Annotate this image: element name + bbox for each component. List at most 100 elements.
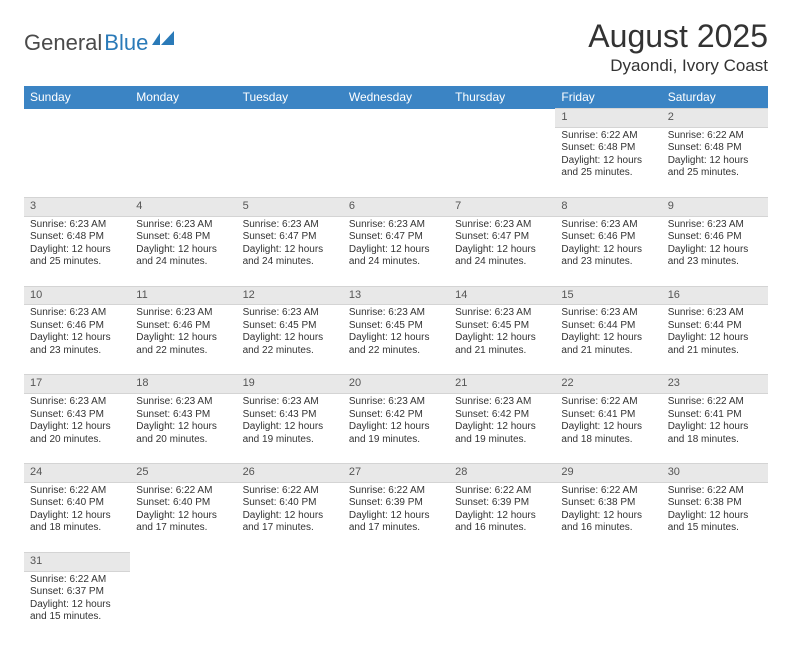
title-block: August 2025 Dyaondi, Ivory Coast [588, 18, 768, 76]
day-detail: Sunrise: 6:23 AMSunset: 6:47 PMDaylight:… [237, 217, 343, 273]
empty-cell [555, 571, 661, 641]
day-number: 23 [662, 375, 768, 394]
empty-cell [24, 127, 130, 197]
sunrise-line: Sunrise: 6:23 AM [668, 219, 762, 232]
daylight-line: Daylight: 12 hours and 21 minutes. [561, 332, 655, 357]
sunrise-line: Sunrise: 6:22 AM [455, 485, 549, 498]
empty-daynum [237, 552, 343, 571]
daylight-line: Daylight: 12 hours and 19 minutes. [349, 421, 443, 446]
daylight-line: Daylight: 12 hours and 22 minutes. [243, 332, 337, 357]
day-number: 28 [449, 464, 555, 483]
day-cell: Sunrise: 6:22 AMSunset: 6:40 PMDaylight:… [237, 482, 343, 552]
day-cell: Sunrise: 6:22 AMSunset: 6:48 PMDaylight:… [662, 127, 768, 197]
day-cell: Sunrise: 6:23 AMSunset: 6:43 PMDaylight:… [237, 394, 343, 464]
daylight-line: Daylight: 12 hours and 25 minutes. [668, 155, 762, 180]
day-cell: Sunrise: 6:23 AMSunset: 6:44 PMDaylight:… [555, 305, 661, 375]
sunrise-line: Sunrise: 6:22 AM [243, 485, 337, 498]
day-detail: Sunrise: 6:23 AMSunset: 6:47 PMDaylight:… [449, 217, 555, 273]
sunset-line: Sunset: 6:47 PM [243, 231, 337, 244]
day-detail: Sunrise: 6:22 AMSunset: 6:41 PMDaylight:… [555, 394, 661, 450]
empty-daynum [662, 552, 768, 571]
sunset-line: Sunset: 6:43 PM [243, 409, 337, 422]
day-detail: Sunrise: 6:22 AMSunset: 6:39 PMDaylight:… [449, 483, 555, 539]
day-cell: Sunrise: 6:23 AMSunset: 6:47 PMDaylight:… [343, 216, 449, 286]
sunset-line: Sunset: 6:43 PM [30, 409, 124, 422]
daylight-line: Daylight: 12 hours and 25 minutes. [561, 155, 655, 180]
daylight-line: Daylight: 12 hours and 24 minutes. [349, 244, 443, 269]
empty-daynum [237, 109, 343, 128]
day-cell: Sunrise: 6:23 AMSunset: 6:47 PMDaylight:… [449, 216, 555, 286]
sunset-line: Sunset: 6:42 PM [349, 409, 443, 422]
sunrise-line: Sunrise: 6:22 AM [668, 485, 762, 498]
sunset-line: Sunset: 6:41 PM [668, 409, 762, 422]
day-detail: Sunrise: 6:22 AMSunset: 6:39 PMDaylight:… [343, 483, 449, 539]
day-number: 24 [24, 464, 130, 483]
day-cell: Sunrise: 6:22 AMSunset: 6:40 PMDaylight:… [24, 482, 130, 552]
daylight-line: Daylight: 12 hours and 17 minutes. [349, 510, 443, 535]
daylight-line: Daylight: 12 hours and 17 minutes. [136, 510, 230, 535]
day-cell: Sunrise: 6:22 AMSunset: 6:41 PMDaylight:… [555, 394, 661, 464]
sunset-line: Sunset: 6:40 PM [30, 497, 124, 510]
day-header: Sunday [24, 86, 130, 109]
daylight-line: Daylight: 12 hours and 24 minutes. [136, 244, 230, 269]
day-cell: Sunrise: 6:22 AMSunset: 6:39 PMDaylight:… [449, 482, 555, 552]
sunset-line: Sunset: 6:46 PM [136, 320, 230, 333]
sunset-line: Sunset: 6:45 PM [243, 320, 337, 333]
day-detail: Sunrise: 6:22 AMSunset: 6:41 PMDaylight:… [662, 394, 768, 450]
sunrise-line: Sunrise: 6:23 AM [136, 396, 230, 409]
sunset-line: Sunset: 6:45 PM [349, 320, 443, 333]
sunrise-line: Sunrise: 6:23 AM [561, 307, 655, 320]
daylight-line: Daylight: 12 hours and 20 minutes. [30, 421, 124, 446]
day-number: 21 [449, 375, 555, 394]
day-number: 8 [555, 197, 661, 216]
day-number: 20 [343, 375, 449, 394]
sunrise-line: Sunrise: 6:23 AM [136, 219, 230, 232]
week-detail-row: Sunrise: 6:23 AMSunset: 6:48 PMDaylight:… [24, 216, 768, 286]
month-title: August 2025 [588, 18, 768, 55]
day-cell: Sunrise: 6:23 AMSunset: 6:45 PMDaylight:… [449, 305, 555, 375]
day-detail: Sunrise: 6:23 AMSunset: 6:48 PMDaylight:… [24, 217, 130, 273]
day-detail: Sunrise: 6:23 AMSunset: 6:46 PMDaylight:… [662, 217, 768, 273]
day-cell: Sunrise: 6:22 AMSunset: 6:37 PMDaylight:… [24, 571, 130, 641]
week-daynum-row: 17181920212223 [24, 375, 768, 394]
day-cell: Sunrise: 6:23 AMSunset: 6:48 PMDaylight:… [24, 216, 130, 286]
empty-cell [343, 571, 449, 641]
empty-daynum [130, 109, 236, 128]
sunrise-line: Sunrise: 6:23 AM [561, 219, 655, 232]
week-detail-row: Sunrise: 6:22 AMSunset: 6:40 PMDaylight:… [24, 482, 768, 552]
day-number: 31 [24, 552, 130, 571]
daylight-line: Daylight: 12 hours and 24 minutes. [455, 244, 549, 269]
daylight-line: Daylight: 12 hours and 15 minutes. [668, 510, 762, 535]
day-detail: Sunrise: 6:23 AMSunset: 6:44 PMDaylight:… [662, 305, 768, 361]
day-cell: Sunrise: 6:23 AMSunset: 6:42 PMDaylight:… [449, 394, 555, 464]
sunset-line: Sunset: 6:40 PM [243, 497, 337, 510]
sunset-line: Sunset: 6:48 PM [30, 231, 124, 244]
day-header: Wednesday [343, 86, 449, 109]
calendar-body: 12Sunrise: 6:22 AMSunset: 6:48 PMDayligh… [24, 109, 768, 642]
week-detail-row: Sunrise: 6:22 AMSunset: 6:48 PMDaylight:… [24, 127, 768, 197]
day-detail: Sunrise: 6:23 AMSunset: 6:48 PMDaylight:… [130, 217, 236, 273]
sunset-line: Sunset: 6:37 PM [30, 586, 124, 599]
week-daynum-row: 24252627282930 [24, 464, 768, 483]
empty-daynum [343, 109, 449, 128]
day-number: 29 [555, 464, 661, 483]
empty-cell [237, 127, 343, 197]
day-number: 12 [237, 286, 343, 305]
sunset-line: Sunset: 6:44 PM [668, 320, 762, 333]
day-number: 3 [24, 197, 130, 216]
week-daynum-row: 12 [24, 109, 768, 128]
sunset-line: Sunset: 6:47 PM [455, 231, 549, 244]
day-cell: Sunrise: 6:22 AMSunset: 6:38 PMDaylight:… [662, 482, 768, 552]
daylight-line: Daylight: 12 hours and 21 minutes. [455, 332, 549, 357]
day-header: Tuesday [237, 86, 343, 109]
daylight-line: Daylight: 12 hours and 23 minutes. [668, 244, 762, 269]
sunrise-line: Sunrise: 6:23 AM [243, 396, 337, 409]
week-daynum-row: 10111213141516 [24, 286, 768, 305]
day-number: 4 [130, 197, 236, 216]
day-detail: Sunrise: 6:22 AMSunset: 6:38 PMDaylight:… [662, 483, 768, 539]
sunset-line: Sunset: 6:48 PM [668, 142, 762, 155]
sunrise-line: Sunrise: 6:23 AM [30, 219, 124, 232]
day-number: 1 [555, 109, 661, 128]
sunset-line: Sunset: 6:42 PM [455, 409, 549, 422]
sunrise-line: Sunrise: 6:22 AM [561, 130, 655, 143]
